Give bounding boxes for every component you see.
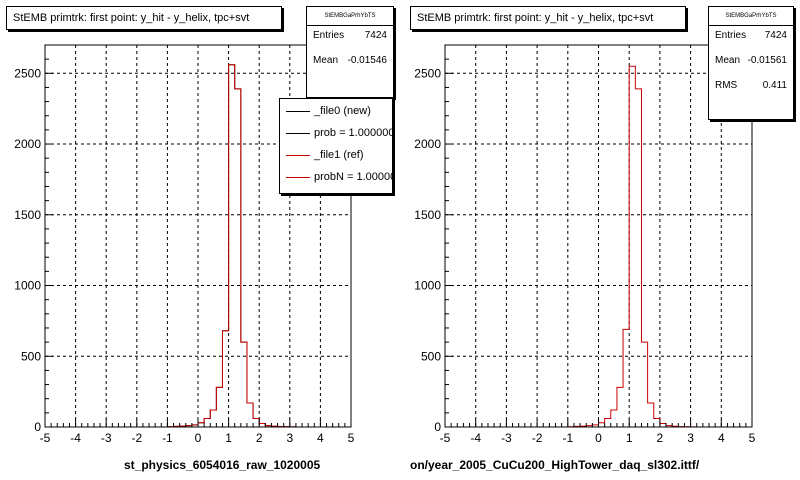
legend-line-new: [286, 111, 310, 112]
right-y-tick-label: 0: [434, 420, 441, 434]
right-x-tick-label: -5: [440, 431, 451, 445]
right-stats-entries: Entries 7424: [709, 30, 793, 41]
right-x-tick-label: -2: [532, 431, 543, 445]
left-x-tick-label: 2: [256, 431, 263, 445]
right-stats-rms: RMS 0.411: [709, 80, 793, 91]
right-y-tick-label: 1000: [414, 279, 441, 293]
right-stats-mean-value: -0.01561: [747, 55, 787, 66]
right-y-tick-label: 2000: [414, 137, 441, 151]
legend-label: _file1 (ref): [314, 149, 364, 161]
left-y-tick-label: 1500: [14, 208, 41, 222]
left-stats-box: StEMBGaPrhYbTS Entries 7424 Mean -0.0154…: [306, 6, 394, 98]
right-x-tick-label: -1: [562, 431, 573, 445]
left-x-tick-label: 4: [317, 431, 324, 445]
left-x-tick-label: 0: [195, 431, 202, 445]
right-x-caption: on/year_2005_CuCu200_HighTower_daq_sl302…: [410, 458, 700, 472]
right-x-tick-label: 1: [626, 431, 633, 445]
left-stats-mean-label: Mean: [313, 55, 339, 66]
left-x-tick-label: 1: [225, 431, 232, 445]
legend-box: _file0 (new) prob = 1.000000 _file1 (ref…: [279, 98, 393, 194]
right-x-tick-label: -3: [501, 431, 512, 445]
legend-line-ref: [286, 155, 310, 156]
right-x-tick-label: 3: [687, 431, 694, 445]
legend-line-ref: [286, 177, 310, 178]
legend-label: _file0 (new): [314, 105, 371, 117]
left-x-tick-label: 3: [286, 431, 293, 445]
left-y-tick-label: 500: [21, 349, 41, 363]
legend-line-new: [286, 133, 310, 134]
right-y-tick-label: 1500: [414, 208, 441, 222]
right-stats-box: StEMBGaPrhYbTS Entries 7424 Mean -0.0156…: [708, 6, 794, 120]
left-x-tick-label: -2: [131, 431, 142, 445]
left-x-tick-label: -1: [162, 431, 173, 445]
right-stats-rms-label: RMS: [715, 80, 738, 91]
right-stats-mean-label: Mean: [715, 55, 741, 66]
left-y-tick-label: 1000: [14, 279, 41, 293]
right-y-tick-label: 2500: [414, 66, 441, 80]
left-stats-entries-value: 7424: [364, 30, 387, 41]
right-x-tick-label: 5: [749, 431, 756, 445]
right-stats-rms-value: 0.411: [762, 80, 787, 91]
right-y-tick-label: 500: [421, 349, 441, 363]
left-stats-name: StEMBGaPrhYbTS: [307, 7, 393, 26]
left-stats-entries-label: Entries: [313, 30, 345, 41]
right-histogram-panel: -5 -4 -3 -2 -1 0 1 2 3 4 5 0 500 1000 1500 2000 2500 StE…: [400, 0, 800, 480]
left-x-tick-label: -3: [101, 431, 112, 445]
legend-item-file1: _file1 (ref): [280, 145, 392, 167]
left-y-tick-label: 2000: [14, 137, 41, 151]
left-x-caption: st_physics_6054016_raw_1020005: [124, 458, 321, 472]
right-plot-title: StEMB primtrk: first point: y_hit - y_he…: [410, 6, 686, 30]
right-x-tick-label: 4: [718, 431, 725, 445]
left-stats-mean: Mean -0.01546: [307, 55, 393, 66]
left-x-tick-label: -4: [70, 431, 81, 445]
legend-label: prob = 1.000000: [314, 127, 393, 139]
left-y-tick-label: 0: [34, 420, 41, 434]
left-histogram-plot: -5 -4 -3 -2 -1 0 1 2 3 4 5 0 500 1000 1500 2000 2500: [14, 44, 355, 445]
right-stats-name: StEMBGaPrhYbTS: [709, 7, 793, 26]
right-stats-entries-label: Entries: [715, 30, 747, 41]
right-x-tick-label: 0: [595, 431, 602, 445]
right-x-tick-label: 2: [657, 431, 664, 445]
legend-item-prob: prob = 1.000000: [280, 123, 392, 145]
right-stats-entries-value: 7424: [764, 30, 787, 41]
legend-item-file0: _file0 (new): [280, 101, 392, 123]
right-stats-mean: Mean -0.01561: [709, 55, 793, 66]
left-histogram-panel: -5 -4 -3 -2 -1 0 1 2 3 4 5 0 500 1000 1500 2000 2500 StE…: [6, 6, 394, 472]
right-x-tick-label: -4: [470, 431, 481, 445]
legend-label: probN = 1.000000: [314, 171, 392, 183]
left-stats-entries: Entries 7424: [307, 30, 393, 41]
right-series-0-line: [445, 65, 752, 428]
legend-item-probn: probN = 1.000000: [280, 167, 392, 189]
left-x-tick-label: -5: [40, 431, 51, 445]
right-histogram-plot: -5 -4 -3 -2 -1 0 1 2 3 4 5 0 500 1000 1500 2000 2500: [414, 44, 756, 445]
left-x-tick-label: 5: [348, 431, 355, 445]
left-plot-title: StEMB primtrk: first point: y_hit - y_he…: [6, 6, 282, 30]
left-y-tick-label: 2500: [14, 66, 41, 80]
left-stats-mean-value: -0.01546: [347, 55, 387, 66]
